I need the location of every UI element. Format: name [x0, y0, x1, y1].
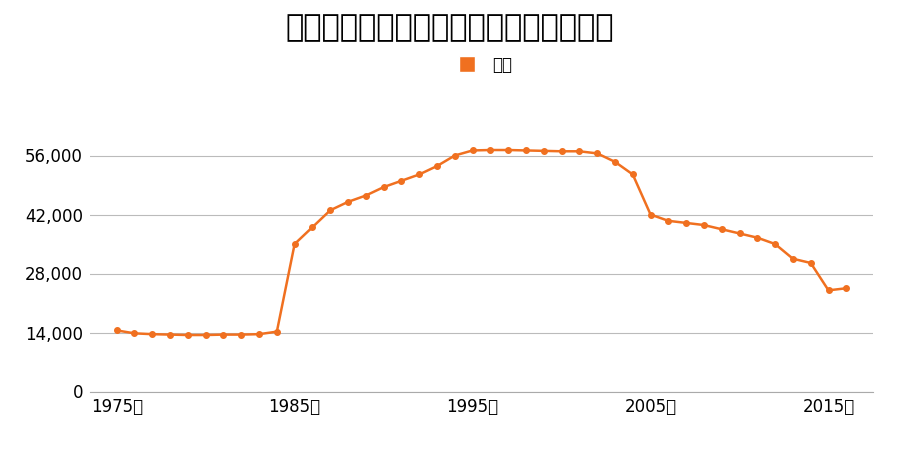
Legend: 価格: 価格 — [444, 50, 519, 81]
Text: 富山県高岡市波岡１３０番６の地価推移: 富山県高岡市波岡１３０番６の地価推移 — [286, 14, 614, 42]
